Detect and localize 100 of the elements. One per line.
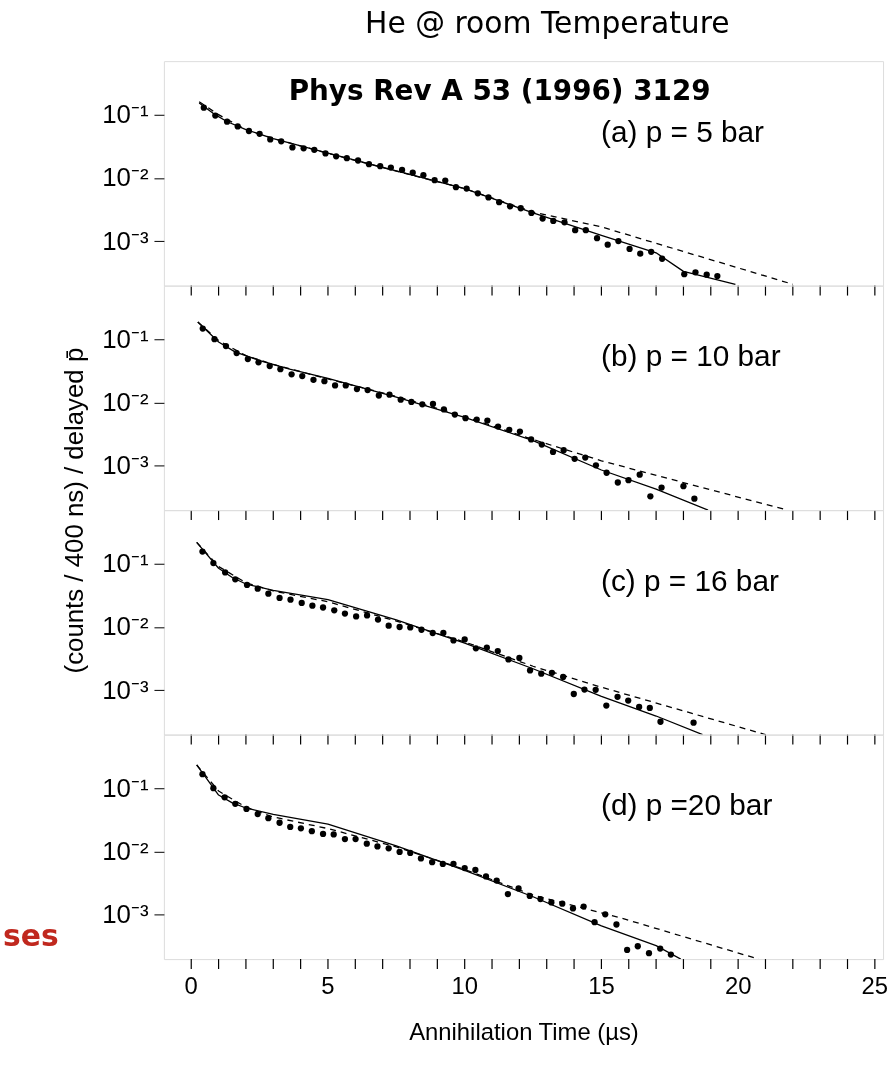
point [714, 272, 721, 280]
point [342, 382, 349, 389]
point [461, 636, 468, 643]
point [407, 624, 414, 631]
point [527, 436, 535, 443]
point [658, 484, 665, 491]
point [450, 637, 457, 644]
point [580, 903, 587, 910]
point [429, 858, 436, 866]
point [288, 371, 295, 378]
point [420, 172, 427, 179]
point [592, 686, 599, 693]
point [505, 656, 512, 663]
point [626, 245, 633, 253]
point [691, 495, 698, 502]
point [625, 697, 632, 704]
point [265, 590, 272, 597]
annotation: (c) p = 16 bar [600, 563, 779, 597]
point [408, 398, 415, 406]
point [396, 848, 403, 856]
y-axis-title: (counts / 400 ns) / delayed p̄ [60, 347, 89, 674]
point [506, 426, 513, 433]
point [210, 559, 217, 567]
point [319, 604, 327, 611]
point [538, 670, 545, 677]
point [255, 359, 262, 366]
point [526, 892, 533, 900]
point [234, 123, 241, 130]
point [647, 493, 654, 500]
point [352, 835, 359, 843]
point [645, 950, 653, 957]
point [614, 479, 621, 486]
point [374, 616, 382, 623]
point [331, 382, 339, 389]
point [322, 150, 329, 157]
point [308, 828, 315, 835]
point [440, 629, 447, 637]
point [254, 585, 261, 592]
y-tick-label: 10⁻³ [102, 451, 149, 480]
point [276, 819, 283, 826]
point [571, 455, 578, 462]
point [637, 250, 644, 257]
point [636, 703, 643, 711]
y-tick-label: 10⁻³ [102, 900, 149, 929]
point [297, 825, 305, 832]
point [570, 690, 577, 698]
point [572, 227, 579, 234]
point [419, 401, 426, 408]
point [494, 423, 502, 430]
point [331, 607, 338, 614]
point [200, 104, 207, 111]
y-tick-label: 10⁻¹ [102, 100, 149, 129]
point [561, 219, 568, 226]
x-tick-label: 20 [724, 971, 752, 999]
point [429, 629, 436, 637]
y-tick-label: 10⁻² [102, 836, 149, 865]
chart-title: He @ room Temperature [365, 5, 730, 41]
point [321, 378, 328, 385]
x-tick-label: 5 [321, 971, 335, 999]
point [506, 203, 514, 210]
point [658, 255, 666, 262]
point [364, 386, 371, 394]
point [614, 693, 621, 700]
point [298, 599, 305, 607]
point [232, 576, 239, 583]
point [634, 943, 641, 950]
point [504, 890, 512, 898]
point [559, 900, 566, 907]
point [463, 185, 470, 192]
point [657, 945, 664, 952]
point [472, 866, 479, 874]
point [243, 581, 251, 589]
point [431, 177, 438, 184]
point [473, 416, 480, 423]
point [483, 644, 490, 651]
point [245, 127, 253, 135]
point [377, 162, 384, 170]
point [667, 951, 675, 958]
point [548, 669, 556, 676]
point [418, 626, 425, 633]
point [287, 823, 294, 831]
point [692, 269, 699, 276]
point [266, 362, 273, 370]
point [569, 905, 577, 912]
point [385, 622, 392, 629]
point [352, 613, 360, 620]
point [222, 569, 229, 576]
point [592, 462, 600, 469]
point [636, 471, 643, 478]
point [333, 153, 340, 160]
point [278, 138, 285, 145]
point [452, 184, 460, 191]
point [199, 548, 206, 555]
point [233, 349, 240, 357]
point [429, 400, 437, 408]
point [461, 864, 468, 872]
point [646, 704, 653, 712]
point [221, 794, 228, 801]
point [623, 946, 631, 954]
point [496, 199, 503, 206]
